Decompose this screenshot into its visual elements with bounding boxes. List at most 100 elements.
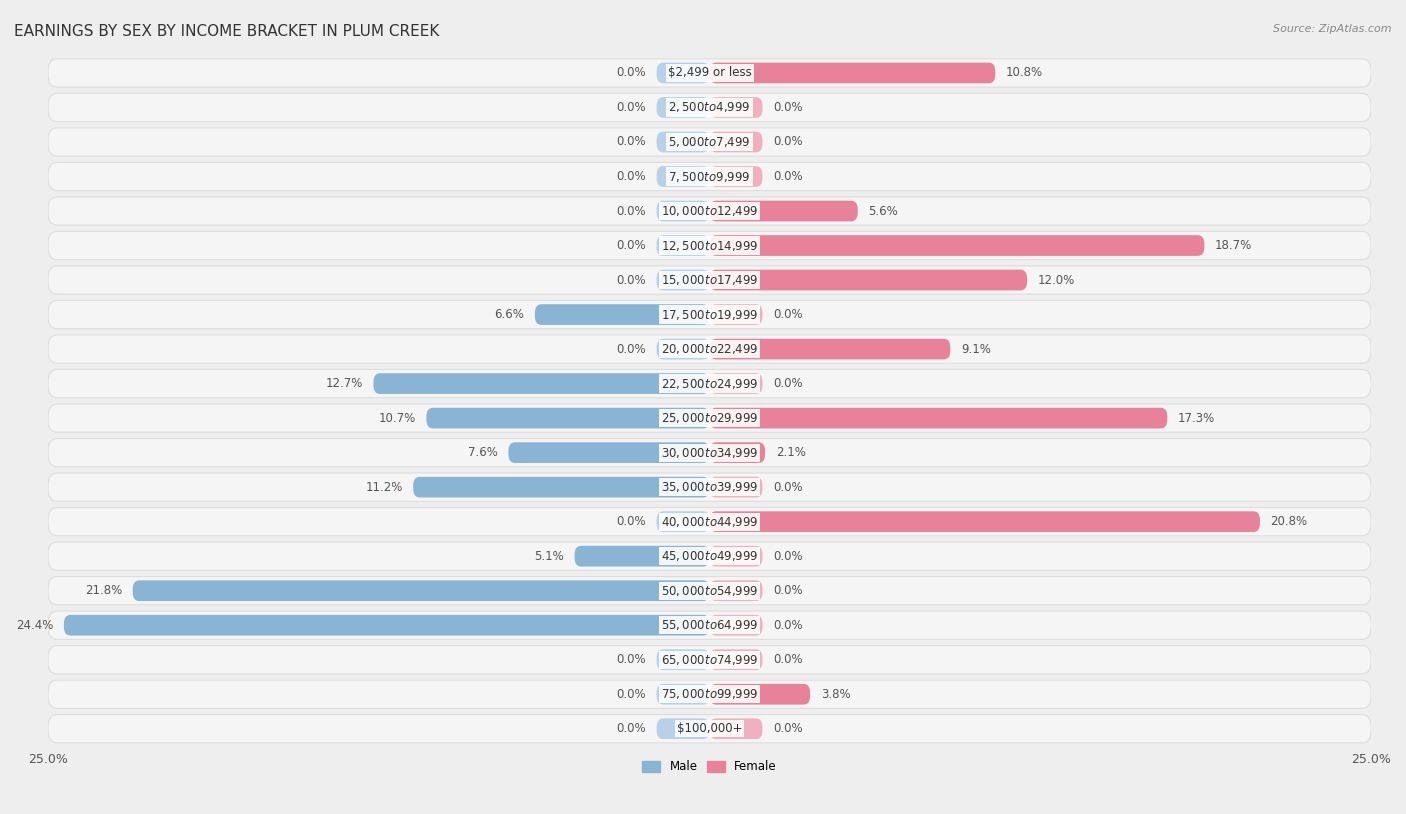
FancyBboxPatch shape <box>710 650 762 670</box>
Text: 9.1%: 9.1% <box>960 343 991 356</box>
FancyBboxPatch shape <box>657 684 710 705</box>
FancyBboxPatch shape <box>710 546 762 567</box>
Text: $10,000 to $12,499: $10,000 to $12,499 <box>661 204 758 218</box>
FancyBboxPatch shape <box>657 166 710 187</box>
FancyBboxPatch shape <box>426 408 710 428</box>
FancyBboxPatch shape <box>657 132 710 152</box>
Text: 0.0%: 0.0% <box>773 480 803 493</box>
Text: 10.7%: 10.7% <box>378 412 416 425</box>
Text: $20,000 to $22,499: $20,000 to $22,499 <box>661 342 758 356</box>
FancyBboxPatch shape <box>657 235 710 256</box>
FancyBboxPatch shape <box>710 719 762 739</box>
Text: $40,000 to $44,999: $40,000 to $44,999 <box>661 514 758 528</box>
FancyBboxPatch shape <box>657 719 710 739</box>
FancyBboxPatch shape <box>534 304 710 325</box>
FancyBboxPatch shape <box>48 507 1371 536</box>
FancyBboxPatch shape <box>710 97 762 118</box>
Text: $2,500 to $4,999: $2,500 to $4,999 <box>668 100 751 115</box>
Text: 0.0%: 0.0% <box>773 170 803 183</box>
Text: $55,000 to $64,999: $55,000 to $64,999 <box>661 618 758 632</box>
Text: $15,000 to $17,499: $15,000 to $17,499 <box>661 273 758 287</box>
FancyBboxPatch shape <box>48 335 1371 363</box>
FancyBboxPatch shape <box>48 404 1371 432</box>
FancyBboxPatch shape <box>710 408 1167 428</box>
Text: 11.2%: 11.2% <box>366 480 402 493</box>
FancyBboxPatch shape <box>48 266 1371 294</box>
Text: 0.0%: 0.0% <box>616 204 645 217</box>
Text: 3.8%: 3.8% <box>821 688 851 701</box>
Text: $30,000 to $34,999: $30,000 to $34,999 <box>661 445 758 460</box>
Text: 0.0%: 0.0% <box>616 170 645 183</box>
Text: $17,500 to $19,999: $17,500 to $19,999 <box>661 308 758 322</box>
FancyBboxPatch shape <box>710 684 810 705</box>
FancyBboxPatch shape <box>710 304 762 325</box>
FancyBboxPatch shape <box>48 646 1371 674</box>
Text: 0.0%: 0.0% <box>616 343 645 356</box>
FancyBboxPatch shape <box>48 370 1371 398</box>
Text: 0.0%: 0.0% <box>616 274 645 287</box>
Text: 20.8%: 20.8% <box>1271 515 1308 528</box>
Text: $7,500 to $9,999: $7,500 to $9,999 <box>668 169 751 183</box>
FancyBboxPatch shape <box>63 615 710 636</box>
Text: $22,500 to $24,999: $22,500 to $24,999 <box>661 377 758 391</box>
Text: 12.7%: 12.7% <box>326 377 363 390</box>
Text: 6.6%: 6.6% <box>495 308 524 321</box>
FancyBboxPatch shape <box>413 477 710 497</box>
Text: 0.0%: 0.0% <box>773 308 803 321</box>
FancyBboxPatch shape <box>48 197 1371 225</box>
Text: $65,000 to $74,999: $65,000 to $74,999 <box>661 653 758 667</box>
FancyBboxPatch shape <box>710 511 1260 532</box>
Text: 7.6%: 7.6% <box>468 446 498 459</box>
Text: $100,000+: $100,000+ <box>676 722 742 735</box>
Text: 2.1%: 2.1% <box>776 446 806 459</box>
FancyBboxPatch shape <box>48 300 1371 329</box>
Text: $5,000 to $7,499: $5,000 to $7,499 <box>668 135 751 149</box>
Text: 0.0%: 0.0% <box>616 135 645 148</box>
FancyBboxPatch shape <box>575 546 710 567</box>
FancyBboxPatch shape <box>710 166 762 187</box>
FancyBboxPatch shape <box>48 542 1371 571</box>
Text: 0.0%: 0.0% <box>616 515 645 528</box>
FancyBboxPatch shape <box>48 94 1371 121</box>
FancyBboxPatch shape <box>710 442 765 463</box>
FancyBboxPatch shape <box>710 580 762 601</box>
FancyBboxPatch shape <box>48 231 1371 260</box>
FancyBboxPatch shape <box>657 650 710 670</box>
FancyBboxPatch shape <box>657 201 710 221</box>
Text: 0.0%: 0.0% <box>616 101 645 114</box>
Text: 17.3%: 17.3% <box>1178 412 1215 425</box>
Text: 24.4%: 24.4% <box>15 619 53 632</box>
Legend: Male, Female: Male, Female <box>638 755 782 778</box>
Text: Source: ZipAtlas.com: Source: ZipAtlas.com <box>1274 24 1392 34</box>
FancyBboxPatch shape <box>657 511 710 532</box>
FancyBboxPatch shape <box>710 615 762 636</box>
Text: $35,000 to $39,999: $35,000 to $39,999 <box>661 480 758 494</box>
FancyBboxPatch shape <box>710 132 762 152</box>
FancyBboxPatch shape <box>657 339 710 360</box>
FancyBboxPatch shape <box>48 59 1371 87</box>
Text: $2,499 or less: $2,499 or less <box>668 67 751 80</box>
Text: EARNINGS BY SEX BY INCOME BRACKET IN PLUM CREEK: EARNINGS BY SEX BY INCOME BRACKET IN PLU… <box>14 24 440 39</box>
Text: 0.0%: 0.0% <box>773 135 803 148</box>
Text: $75,000 to $99,999: $75,000 to $99,999 <box>661 687 758 701</box>
FancyBboxPatch shape <box>657 63 710 83</box>
Text: 5.1%: 5.1% <box>534 549 564 562</box>
Text: $12,500 to $14,999: $12,500 to $14,999 <box>661 239 758 252</box>
FancyBboxPatch shape <box>48 128 1371 156</box>
FancyBboxPatch shape <box>132 580 710 601</box>
FancyBboxPatch shape <box>657 97 710 118</box>
FancyBboxPatch shape <box>710 201 858 221</box>
Text: 0.0%: 0.0% <box>773 101 803 114</box>
Text: $25,000 to $29,999: $25,000 to $29,999 <box>661 411 758 425</box>
Text: 0.0%: 0.0% <box>773 584 803 597</box>
FancyBboxPatch shape <box>48 715 1371 743</box>
Text: 0.0%: 0.0% <box>773 722 803 735</box>
FancyBboxPatch shape <box>48 473 1371 501</box>
Text: 0.0%: 0.0% <box>773 619 803 632</box>
FancyBboxPatch shape <box>657 269 710 291</box>
FancyBboxPatch shape <box>374 374 710 394</box>
FancyBboxPatch shape <box>710 477 762 497</box>
Text: 0.0%: 0.0% <box>773 549 803 562</box>
FancyBboxPatch shape <box>710 269 1026 291</box>
Text: $45,000 to $49,999: $45,000 to $49,999 <box>661 549 758 563</box>
